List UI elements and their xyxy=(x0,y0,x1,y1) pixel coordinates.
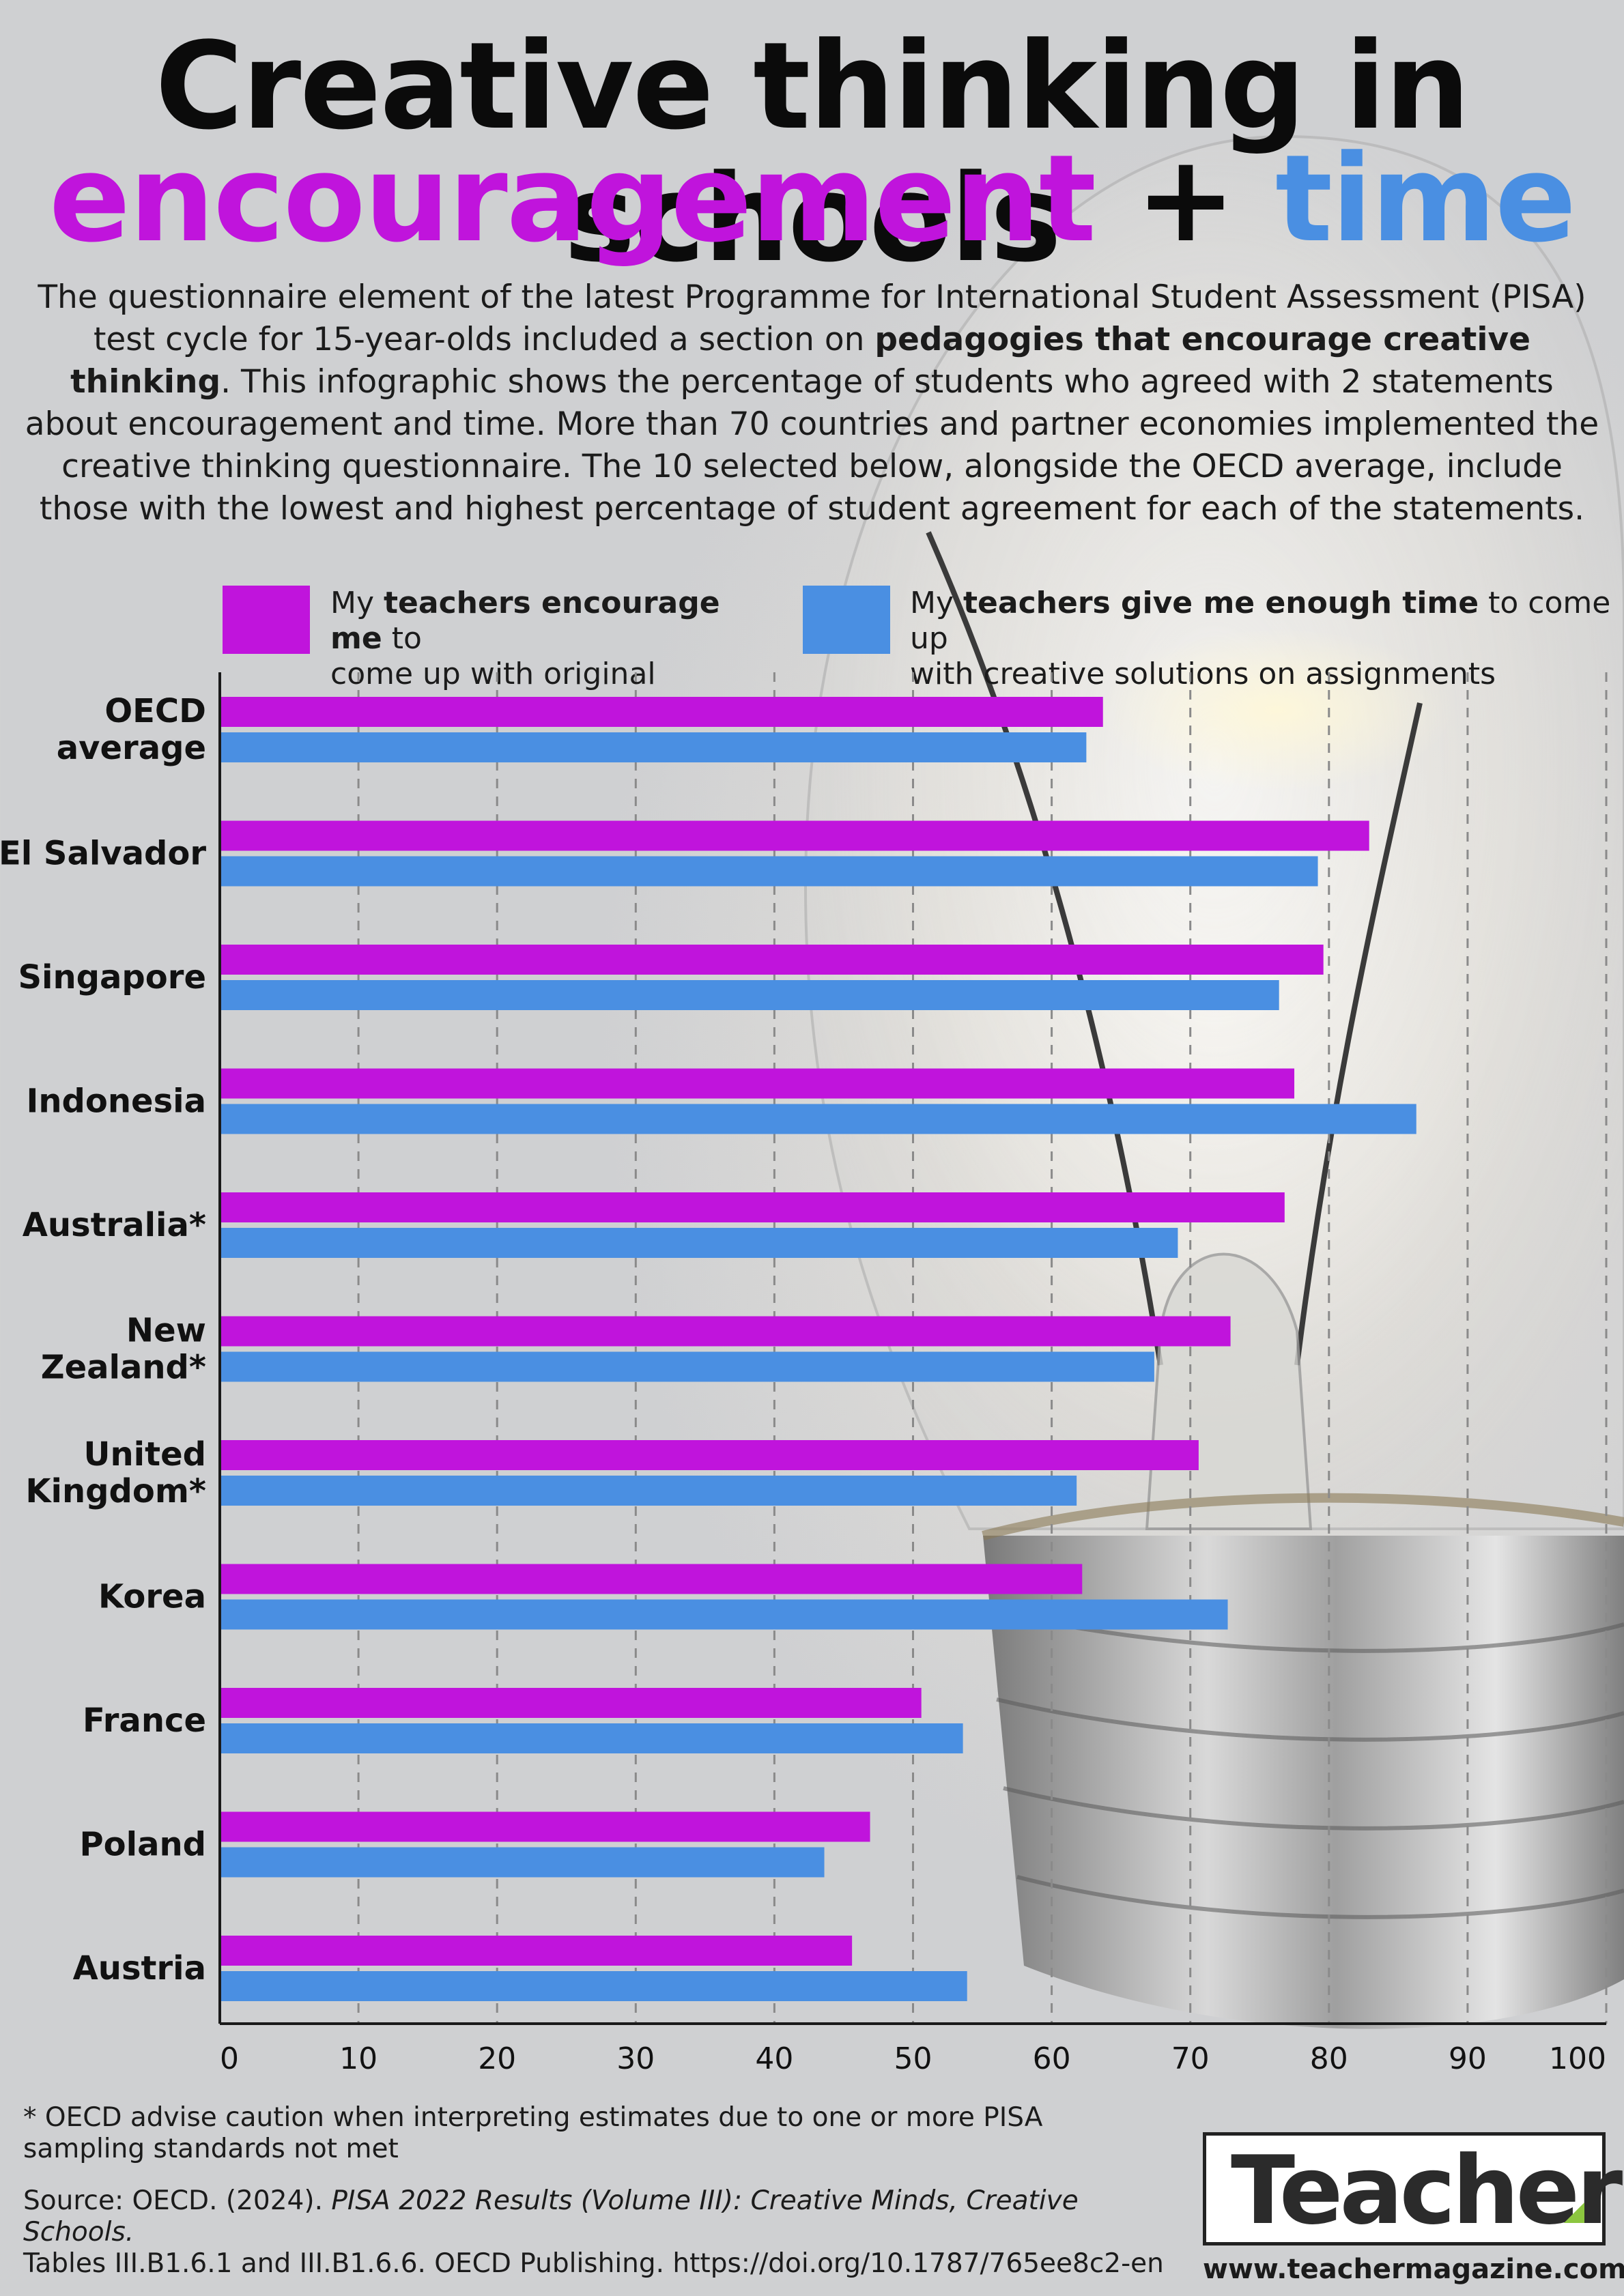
legend-encourage-post: to xyxy=(382,621,422,656)
source-line2: Tables III.B1.6.1 and III.B1.6.6. OECD P… xyxy=(23,2248,1164,2279)
category-label-5-1: Zealand* xyxy=(41,1349,206,1387)
intro-text-part2: . This infographic shows the percentage … xyxy=(25,363,1599,528)
legend-encourage-pre: My xyxy=(330,586,384,620)
category-label-5-0: New xyxy=(126,1312,206,1350)
page-subtitle: encouragement + time xyxy=(0,133,1624,266)
bar-time-0 xyxy=(220,732,1087,762)
footnote-line1: * OECD advise caution when interpreting … xyxy=(23,2102,1043,2133)
legend-time-line2: with creative solutions on assignments xyxy=(910,657,1496,691)
category-label-0-1: average xyxy=(57,729,206,767)
intro-paragraph: The questionnaire element of the latest … xyxy=(20,276,1604,530)
category-label-7: Korea xyxy=(98,1578,206,1616)
category-label-0-0: OECD xyxy=(104,692,206,730)
bar-time-2 xyxy=(220,980,1279,1010)
category-label-4: Australia* xyxy=(23,1206,206,1244)
category-label-3: Indonesia xyxy=(26,1082,206,1121)
footnote: * OECD advise caution when interpreting … xyxy=(23,2102,1115,2165)
x-tick-label-80: 80 xyxy=(1310,2041,1348,2076)
page-title: Creative thinking in schools xyxy=(155,16,1470,289)
bar-time-9 xyxy=(220,1847,825,1878)
bar-encourage-9 xyxy=(220,1811,870,1842)
x-tick-label-30: 30 xyxy=(616,2041,655,2076)
bar-encourage-8 xyxy=(220,1688,922,1718)
category-label-1: El Salvador xyxy=(0,835,206,873)
title-word-time: time xyxy=(1275,129,1576,269)
source-title: PISA 2022 Results (Volume III): Creative… xyxy=(23,2185,1079,2248)
logo-triangle-icon xyxy=(1564,2202,1584,2223)
x-tick-label-100: 100 xyxy=(1549,2041,1606,2076)
legend-encourage-bold: teachers encourage me xyxy=(330,586,720,656)
category-label-10: Austria xyxy=(73,1949,206,1988)
category-label-8: France xyxy=(83,1702,206,1740)
legend-swatch-time xyxy=(803,586,890,654)
x-tick-label-10: 10 xyxy=(339,2041,377,2076)
bar-time-10 xyxy=(220,1971,967,2001)
category-label-9: Poland xyxy=(79,1826,206,1864)
x-tick-label-50: 50 xyxy=(894,2041,932,2076)
website-url: www.teachermagazine.com xyxy=(1203,2254,1624,2285)
category-label-2: Singapore xyxy=(18,958,206,996)
legend-time-pre: My xyxy=(910,586,963,620)
intro-text-part1: The questionnaire element of the latest … xyxy=(38,278,1586,358)
legend-time-post: to come up xyxy=(910,586,1611,656)
bar-encourage-5 xyxy=(220,1316,1231,1347)
bar-encourage-7 xyxy=(220,1564,1083,1594)
bar-encourage-6 xyxy=(220,1440,1199,1470)
x-tick-label-20: 20 xyxy=(478,2041,516,2076)
bar-time-8 xyxy=(220,1723,963,1753)
teacher-logo: Teacher xyxy=(1203,2132,1623,2245)
bar-time-5 xyxy=(220,1351,1154,1382)
x-tick-label-60: 60 xyxy=(1033,2041,1071,2076)
category-label-6-1: Kingdom* xyxy=(25,1472,206,1510)
bar-time-7 xyxy=(220,1599,1228,1630)
x-tick-label-40: 40 xyxy=(755,2041,793,2076)
source-pre: Source: OECD. (2024). xyxy=(23,2185,332,2216)
legend-time-bold: teachers give me enough time xyxy=(963,586,1479,620)
intro-text-bold: pedagogies that encourage creative think… xyxy=(70,321,1531,401)
logo-text: Teacher xyxy=(1231,2136,1623,2245)
source-citation: Source: OECD. (2024). PISA 2022 Results … xyxy=(23,2185,1184,2280)
bar-time-1 xyxy=(220,856,1318,887)
title-plus: + xyxy=(1135,129,1236,269)
bar-time-6 xyxy=(220,1476,1077,1506)
footnote-line2: sampling standards not met xyxy=(23,2134,399,2164)
legend-swatch-encourage xyxy=(223,586,310,654)
bar-encourage-1 xyxy=(220,820,1369,851)
bar-encourage-3 xyxy=(220,1068,1295,1099)
x-tick-label-70: 70 xyxy=(1171,2041,1210,2076)
bar-time-4 xyxy=(220,1228,1178,1258)
bar-time-3 xyxy=(220,1104,1416,1134)
x-tick-label-0: 0 xyxy=(220,2041,239,2076)
bar-encourage-0 xyxy=(220,697,1103,727)
category-label-6-0: United xyxy=(84,1435,206,1474)
bar-encourage-4 xyxy=(220,1192,1285,1222)
title-word-encouragement: encouragement xyxy=(48,129,1096,269)
bar-encourage-2 xyxy=(220,945,1324,975)
x-tick-label-90: 90 xyxy=(1449,2041,1487,2076)
legend-label-time: My teachers give me enough time to come … xyxy=(910,586,1620,692)
bar-encourage-10 xyxy=(220,1936,853,1966)
